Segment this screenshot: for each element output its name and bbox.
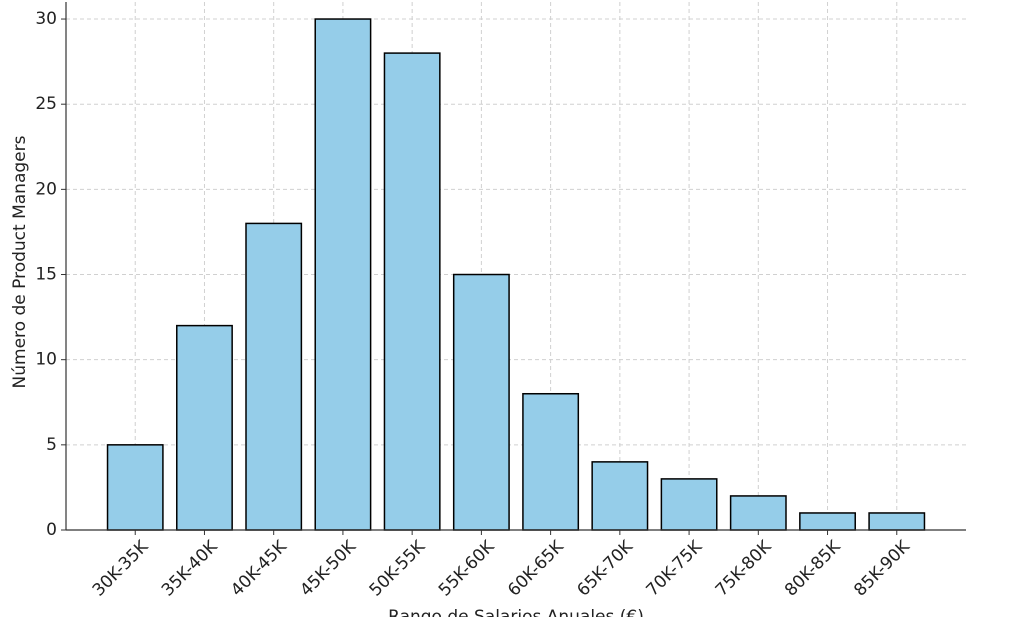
x-tick-label: 55K-60K xyxy=(435,536,499,600)
bar xyxy=(452,273,510,531)
y-tick-label: 25 xyxy=(35,94,57,114)
bar xyxy=(799,512,856,531)
y-tick-label: 30 xyxy=(35,9,57,29)
x-tick-label: 40K-45K xyxy=(227,536,291,600)
y-tick-label: 5 xyxy=(46,435,57,455)
x-tick-label: 35K-40K xyxy=(158,536,222,600)
bar xyxy=(522,392,580,531)
bar xyxy=(591,461,649,531)
y-tick-label: 0 xyxy=(46,520,57,540)
x-tick-label: 70K-75K xyxy=(643,536,707,600)
bar xyxy=(729,495,787,531)
x-tick-label: 80K-85K xyxy=(781,536,845,600)
x-tick-label: 85K-90K xyxy=(850,536,914,600)
x-tick-label: 65K-70K xyxy=(573,536,637,600)
bar xyxy=(868,512,926,531)
bar xyxy=(314,18,372,531)
x-tick-label: 50K-55K xyxy=(366,536,430,600)
bar xyxy=(176,324,233,531)
bar xyxy=(106,444,164,531)
y-tick-label: 20 xyxy=(35,179,57,199)
y-tick-label: 10 xyxy=(35,350,57,370)
bar xyxy=(660,478,718,531)
x-tick-label: 45K-50K xyxy=(296,536,360,600)
bar xyxy=(245,222,303,531)
x-tick-label: 75K-80K xyxy=(712,536,776,600)
y-axis-label: Número de Product Managers xyxy=(10,135,30,388)
y-tick-label: 15 xyxy=(35,265,57,285)
bar xyxy=(383,52,441,531)
x-tick-label: 30K-35K xyxy=(89,536,153,600)
x-tick-label: 60K-65K xyxy=(504,536,568,600)
x-axis-label: Rango de Salarios Anuales (€) xyxy=(388,607,644,617)
